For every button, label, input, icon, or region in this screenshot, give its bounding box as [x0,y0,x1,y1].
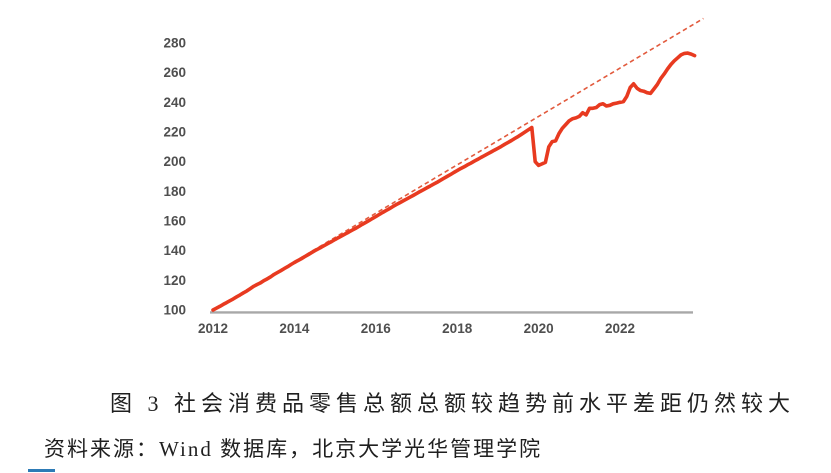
x-tick-label: 2016 [361,321,392,336]
y-tick-label: 200 [163,154,186,169]
y-tick-label: 220 [163,125,186,140]
y-tick-label: 260 [163,65,186,80]
figure-caption: 图 3 社会消费品零售总额总额较趋势前水平差距仍然较大 [110,391,796,416]
y-tick-label: 100 [163,303,186,318]
retail-sales-solid-line [211,51,697,312]
source-note: 资料来源：Wind 数据库，北京大学光华管理学院 [44,437,543,461]
y-tick-label: 140 [163,243,186,258]
y-tick-label: 160 [163,214,186,229]
x-tick-label: 2012 [198,321,228,336]
y-tick-label: 180 [163,184,186,199]
y-axis-tick-labels: 100 120 140 160 180 200 220 240 260 280 [163,36,186,318]
x-tick-label: 2018 [442,321,473,336]
figure-chart-area: 100 120 140 160 180 200 220 240 260 280 2012 2014 20… [163,17,704,336]
y-tick-label: 240 [163,95,186,110]
x-tick-label: 2022 [605,321,635,336]
x-tick-label: 2020 [524,321,554,336]
y-tick-label: 280 [163,36,186,51]
x-tick-label: 2014 [279,321,310,336]
x-axis-tick-labels: 2012 2014 2016 2018 2020 2022 [198,321,635,336]
page-edge-artifact [28,469,55,472]
y-tick-label: 120 [163,273,186,288]
